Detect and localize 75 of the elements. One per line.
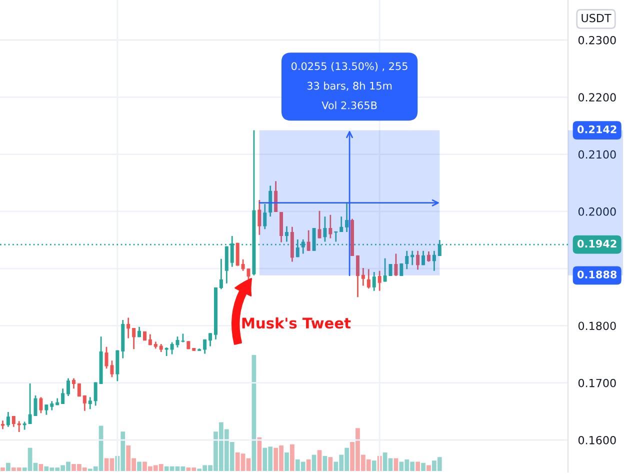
candlestick — [383, 258, 387, 282]
candlestick — [372, 271, 376, 292]
candlestick — [72, 378, 76, 390]
candlestick — [274, 180, 278, 213]
candlestick — [170, 342, 174, 355]
candlestick — [323, 216, 327, 242]
candlestick — [66, 378, 70, 397]
y-tick-label: 0.2300 — [578, 36, 616, 44]
candlestick — [416, 250, 420, 270]
y-tick-label: 0.1600 — [578, 436, 616, 444]
candlestick — [28, 382, 32, 425]
candlestick — [208, 332, 212, 347]
candlestick — [268, 185, 272, 218]
candlestick — [361, 267, 365, 286]
text: 0.2142 — [578, 125, 616, 134]
candlestick — [378, 270, 382, 292]
candlestick — [284, 226, 288, 242]
text: 0.1888 — [578, 270, 617, 278]
candlestick — [356, 254, 360, 298]
bar — [394, 458, 398, 471]
candlestick — [280, 211, 284, 243]
bar — [306, 459, 311, 471]
bar — [284, 452, 289, 471]
bar — [421, 462, 426, 471]
bar — [137, 462, 142, 471]
bar — [38, 464, 44, 471]
bar — [426, 465, 431, 471]
candlestick — [61, 388, 65, 405]
bar — [328, 457, 333, 471]
candlestick — [345, 202, 349, 233]
candlestick — [422, 250, 426, 266]
candlestick — [432, 250, 436, 272]
candlestick — [203, 338, 207, 354]
bar — [372, 460, 376, 471]
candlestick — [306, 230, 310, 252]
candlestick — [94, 382, 98, 406]
y-tick-label: 0.2100 — [578, 150, 616, 159]
bar — [257, 437, 262, 471]
bar — [416, 462, 420, 471]
candlestick — [12, 415, 16, 428]
candlestick — [44, 404, 48, 416]
candlestick — [39, 396, 43, 414]
candlestick — [241, 258, 245, 272]
y-tick-label: 0.1700 — [578, 378, 616, 388]
y-axis-title: USDT — [582, 14, 612, 22]
candlestick — [426, 250, 430, 262]
candlestick — [394, 253, 398, 277]
bar — [317, 450, 322, 471]
ref-line-label: 0.1942 — [578, 240, 616, 248]
bar — [0, 468, 5, 471]
y-tick-label: 0.2000 — [578, 207, 616, 216]
candlestick — [82, 394, 86, 412]
bar — [6, 462, 10, 471]
candlestick — [328, 214, 332, 239]
bar — [252, 355, 256, 471]
bar — [322, 456, 328, 471]
annotation: 0.0255 (13.50%) , 255 33 bars, 8h 15m Vol 2.365B — [292, 62, 408, 110]
candlestick — [219, 258, 223, 290]
candlestick — [340, 216, 344, 233]
candlestick — [258, 199, 262, 236]
candlestick — [366, 268, 370, 290]
bar — [290, 444, 294, 471]
y-tick-label: 0.1800 — [578, 322, 616, 330]
candlestick — [116, 350, 120, 382]
bar — [312, 454, 316, 471]
candlestick — [50, 400, 54, 411]
candlestick — [110, 360, 114, 378]
candlestick — [88, 396, 92, 410]
y-tick-label: 0.2200 — [578, 93, 616, 102]
candlestick — [263, 203, 267, 230]
candlestick — [126, 317, 130, 339]
candlestick — [405, 250, 409, 270]
annotation: Musk's Tweet — [242, 317, 351, 329]
candlestick — [132, 327, 136, 350]
candlestick — [6, 411, 10, 428]
